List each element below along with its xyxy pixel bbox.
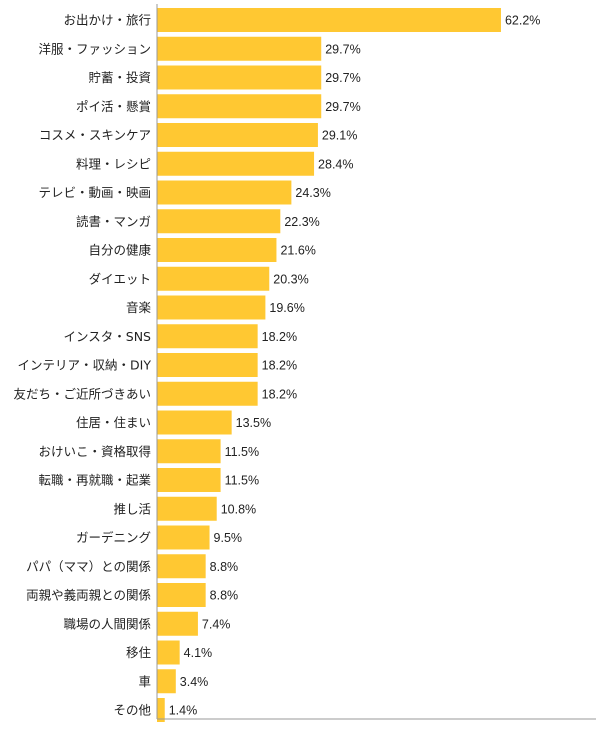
bar <box>157 496 217 521</box>
bar <box>157 583 206 607</box>
category-label: 洋服・ファッション <box>38 41 151 56</box>
value-label: 8.8% <box>210 560 239 574</box>
bar <box>157 554 206 579</box>
category-label: 貯蓄・投資 <box>88 70 151 85</box>
value-label: 22.3% <box>284 215 319 229</box>
bar <box>157 381 258 406</box>
category-label: ポイ活・懸賞 <box>76 99 151 114</box>
value-label: 3.4% <box>180 675 209 689</box>
value-label: 4.1% <box>184 646 213 660</box>
bar <box>157 8 501 32</box>
category-label: 友だち・ご近所づきあい <box>13 386 151 401</box>
bar <box>157 611 198 636</box>
bar <box>157 468 221 492</box>
category-label: コスメ・スキンケア <box>39 128 151 143</box>
bar <box>157 151 315 176</box>
category-label: 推し活 <box>113 501 151 516</box>
bar <box>157 324 258 349</box>
value-label: 24.3% <box>295 186 330 200</box>
value-label: 13.5% <box>236 416 271 430</box>
category-label: おけいこ・資格取得 <box>38 444 151 459</box>
category-label: その他 <box>113 703 151 718</box>
category-label: 職場の人間関係 <box>63 616 151 631</box>
category-label: テレビ・動画・映画 <box>38 185 151 200</box>
bar <box>157 295 266 320</box>
category-label: 転職・再就職・起業 <box>38 473 151 488</box>
category-label: 車 <box>138 674 151 689</box>
value-label: 11.5% <box>225 445 260 459</box>
value-label: 28.4% <box>318 157 353 171</box>
value-label: 9.5% <box>214 531 243 545</box>
category-label: お出かけ・旅行 <box>63 13 151 28</box>
bars-group <box>157 8 501 722</box>
value-label: 29.7% <box>325 71 360 85</box>
value-label: 29.7% <box>325 42 360 56</box>
axes-group <box>156 4 596 720</box>
value-label: 7.4% <box>202 617 231 631</box>
category-label: 料理・レシピ <box>76 156 151 171</box>
category-label: パパ（ママ）との関係 <box>26 559 151 574</box>
category-labels-group: お出かけ・旅行洋服・ファッション貯蓄・投資ポイ活・懸賞コスメ・スキンケア料理・レ… <box>13 13 151 718</box>
value-label: 21.6% <box>280 244 315 258</box>
value-label: 29.1% <box>322 129 357 143</box>
category-label: 移住 <box>126 645 152 660</box>
value-label: 62.2% <box>505 14 540 28</box>
bar <box>157 238 277 262</box>
category-label: 自分の健康 <box>88 243 151 258</box>
bar <box>157 525 210 550</box>
bar <box>157 94 322 119</box>
category-label: 音楽 <box>126 300 152 315</box>
category-label: インテリア・収納・DIY <box>18 358 152 373</box>
bar <box>157 36 322 61</box>
category-label: インスタ・SNS <box>64 329 152 344</box>
bar <box>157 353 258 377</box>
value-label: 19.6% <box>269 301 304 315</box>
value-label: 1.4% <box>169 704 198 718</box>
value-label: 8.8% <box>210 589 239 603</box>
category-label: ガーデニング <box>76 530 151 545</box>
bar <box>157 410 232 435</box>
value-label: 10.8% <box>221 502 256 516</box>
bar <box>157 65 322 90</box>
bar <box>157 439 221 464</box>
bar <box>157 123 318 147</box>
value-label: 20.3% <box>273 272 308 286</box>
category-label: 読書・マンガ <box>76 214 151 229</box>
category-label: 住居・住まい <box>76 415 151 430</box>
bar <box>157 266 270 291</box>
value-labels-group: 62.2% 29.7% 29.7% 29.7% 29.1% 28.4% 24.3% 22.3%… <box>169 14 541 718</box>
bar <box>157 209 281 234</box>
bar <box>157 669 176 694</box>
category-label: 両親や義両親との関係 <box>26 588 151 603</box>
value-label: 18.2% <box>262 330 297 344</box>
bar <box>157 640 180 665</box>
value-label: 18.2% <box>262 359 297 373</box>
value-label: 18.2% <box>262 387 297 401</box>
value-label: 29.7% <box>325 100 360 114</box>
bar <box>157 180 292 205</box>
bar <box>157 698 165 722</box>
value-label: 11.5% <box>225 474 260 488</box>
category-label: ダイエット <box>89 271 151 286</box>
